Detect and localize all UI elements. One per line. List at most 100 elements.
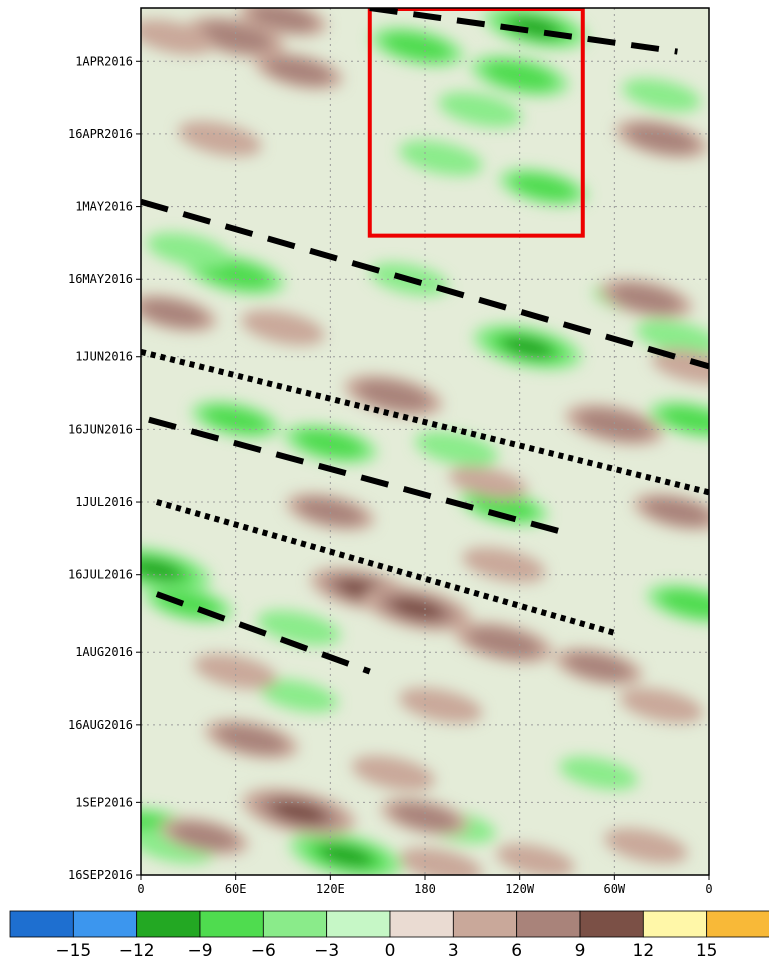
y-axis: 1APR2016 16APR2016 1MAY2016 16MAY2016 1JUN20… — [68, 54, 141, 882]
colorbar-swatch — [326, 910, 391, 938]
positive-anomaly — [266, 57, 332, 85]
negative-anomaly — [382, 32, 452, 62]
colorbar-swatch — [199, 910, 264, 938]
negative-anomaly — [559, 756, 638, 790]
positive-anomaly — [351, 755, 436, 791]
negative-anomaly — [319, 844, 374, 867]
positive-anomaly — [619, 687, 704, 724]
x-tick-label: 0 — [137, 882, 144, 896]
annotations — [141, 8, 709, 675]
dashed-phase-line — [148, 416, 560, 535]
negative-anomaly — [471, 493, 537, 521]
negative-anomaly — [259, 679, 339, 713]
negative-anomaly — [635, 319, 709, 355]
colorbar-swatch — [579, 910, 644, 938]
x-tick-label: 60W — [603, 882, 625, 896]
negative-anomaly — [146, 232, 231, 268]
x-tick-label: 120E — [316, 882, 345, 896]
negative-anomaly — [141, 558, 183, 581]
colorbar-swatch — [389, 910, 454, 938]
colorbar-label: −9 — [187, 941, 212, 958]
positive-anomaly — [141, 19, 215, 55]
dashed-phase-line — [155, 591, 371, 675]
negative-anomaly — [510, 173, 577, 201]
y-tick-label: 16APR2016 — [68, 127, 133, 141]
colorbar-swatch — [9, 910, 74, 938]
negative-anomaly — [414, 431, 499, 467]
colorbar-label: 15 — [696, 941, 718, 958]
positive-anomaly — [611, 284, 681, 314]
x-tick-label: 60E — [225, 882, 247, 896]
y-tick-label: 16SEP2016 — [68, 868, 133, 882]
positive-anomaly — [467, 627, 541, 658]
negative-anomaly — [438, 92, 522, 128]
colorbar-swatch — [642, 910, 708, 938]
positive-anomaly — [399, 847, 483, 875]
colorbar-label: −12 — [119, 941, 155, 958]
positive-anomaly — [392, 803, 458, 831]
negative-anomaly — [622, 78, 701, 112]
y-tick-label: 1JUL2016 — [75, 495, 133, 509]
dashed-phase-line — [369, 8, 678, 55]
plot-area — [141, 8, 709, 875]
colorbar-label: −6 — [251, 941, 276, 958]
x-tick-label: 0 — [705, 882, 712, 896]
positive-anomaly — [565, 652, 632, 681]
y-tick-label: 1APR2016 — [75, 54, 133, 68]
colorbar-label: 6 — [511, 941, 522, 958]
positive-anomaly — [241, 310, 325, 346]
positive-anomaly — [391, 597, 444, 620]
positive-anomaly — [141, 299, 206, 327]
colorbar-swatch — [516, 910, 581, 938]
x-tick-label: 180 — [414, 882, 436, 896]
anomaly-blobs — [141, 8, 709, 875]
negative-anomaly — [202, 405, 269, 434]
positive-anomaly — [271, 800, 326, 824]
y-tick-label: 1SEP2016 — [75, 795, 133, 809]
colorbar-swatch — [72, 910, 138, 938]
positive-anomaly — [216, 724, 286, 754]
grid-lines — [141, 8, 709, 875]
positive-anomaly — [171, 822, 237, 850]
negative-anomaly — [257, 610, 341, 646]
x-tick-label: 120W — [505, 882, 535, 896]
positive-anomaly — [297, 497, 364, 526]
colorbar-swatch — [262, 910, 328, 938]
negative-anomaly — [501, 336, 554, 358]
colorbar-label: −3 — [314, 941, 339, 958]
colorbar-label: 0 — [385, 941, 396, 958]
colorbar: −15 −12 −9 −6 −3 0 3 6 9 12 15 — [9, 910, 769, 958]
colorbar-label: −15 — [55, 941, 91, 958]
colorbar-label: 9 — [575, 941, 586, 958]
highlight-box — [367, 8, 585, 238]
positive-anomaly — [250, 8, 316, 32]
y-tick-label: 1AUG2016 — [75, 645, 133, 659]
colorbar-label: 3 — [448, 941, 459, 958]
positive-anomaly — [496, 843, 575, 875]
positive-anomaly — [644, 497, 709, 526]
positive-anomaly — [199, 21, 272, 53]
negative-anomaly — [295, 429, 365, 459]
y-tick-label: 16JUL2016 — [68, 568, 133, 582]
positive-anomaly — [448, 466, 528, 500]
negative-anomaly — [660, 405, 709, 434]
positive-anomaly — [357, 380, 430, 411]
dashed-phase-line — [141, 198, 709, 370]
negative-anomaly — [399, 140, 483, 176]
positive-anomaly — [604, 828, 688, 864]
negative-anomaly — [658, 589, 709, 619]
y-tick-label: 16JUN2016 — [68, 422, 133, 436]
y-tick-label: 16AUG2016 — [68, 718, 133, 732]
colorbar-swatch — [452, 910, 518, 938]
positive-anomaly — [462, 547, 546, 583]
y-tick-label: 16MAY2016 — [68, 272, 133, 286]
positive-anomaly — [627, 124, 697, 154]
colorbar-swatch — [136, 910, 201, 938]
x-axis: 0 60E 120E 180 120W 60W 0 — [137, 875, 713, 896]
positive-anomaly — [193, 654, 278, 690]
positive-anomaly — [399, 687, 483, 724]
positive-anomaly — [578, 409, 651, 440]
positive-anomaly — [178, 121, 262, 157]
colorbar-label: 12 — [633, 941, 655, 958]
